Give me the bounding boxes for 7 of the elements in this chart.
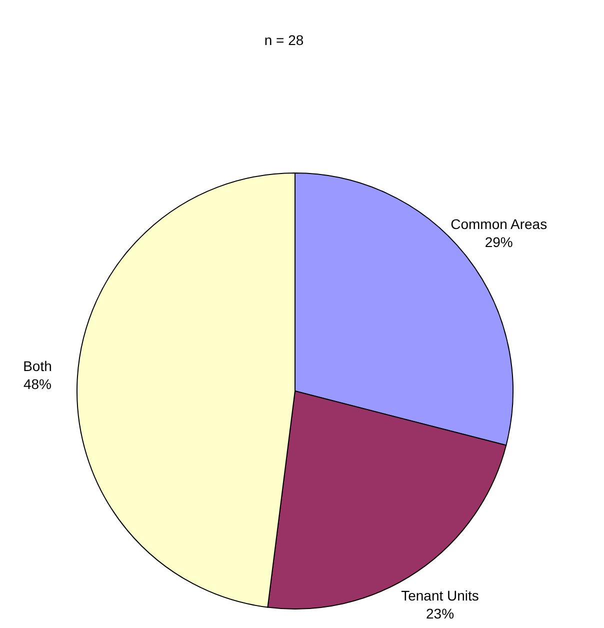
slice-label: Tenant Units <box>401 587 479 604</box>
data-label: 29% <box>484 234 513 250</box>
data-label: 23% <box>426 605 454 622</box>
data-label: 48% <box>23 376 52 392</box>
chart-title: n = 28 <box>263 32 305 48</box>
slice-label: Common Areas <box>450 216 548 232</box>
slice-label: Both <box>23 358 52 374</box>
